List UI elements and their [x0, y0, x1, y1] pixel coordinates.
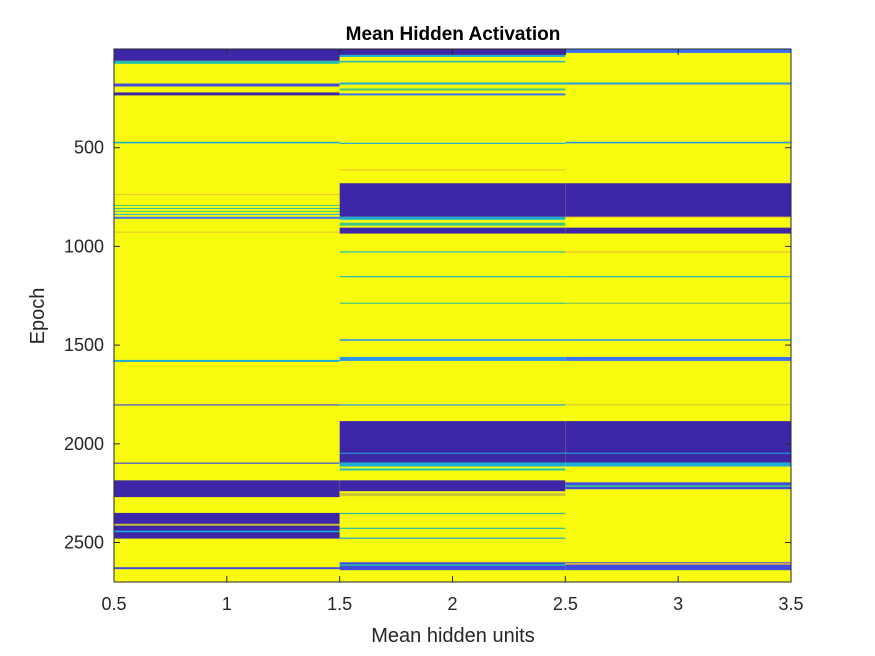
- x-axis-label: Mean hidden units: [371, 625, 534, 647]
- y-tick-label: 2500: [64, 533, 104, 553]
- heatmap-cell: [565, 563, 791, 565]
- heatmap-cell: [339, 452, 566, 454]
- heatmap-cell: [339, 88, 566, 91]
- heatmap-cell: [114, 523, 340, 526]
- x-tick-label: 0.5: [101, 594, 126, 614]
- heatmap-cell: [565, 216, 791, 218]
- heatmap-cell: [339, 82, 566, 85]
- heatmap-cell: [565, 404, 791, 406]
- heatmap-cell: [339, 183, 566, 217]
- heatmap-cell: [339, 60, 566, 63]
- heatmap-cell: [114, 216, 340, 219]
- heatmap-cell: [565, 339, 791, 341]
- y-axis-label: Epoch: [27, 288, 49, 345]
- heatmap-cell: [339, 421, 566, 463]
- heatmap-cell: [339, 480, 566, 492]
- heatmap-cell: [114, 141, 340, 144]
- heatmap-cell: [339, 302, 566, 304]
- heatmap-cell: [339, 527, 566, 529]
- heatmap-cell: [114, 194, 340, 196]
- heatmap-cell: [339, 276, 566, 278]
- plot-area: [113, 48, 792, 583]
- heatmap-cell: [339, 222, 566, 226]
- heatmap-cell: [565, 452, 791, 454]
- x-tick-label: 1: [222, 594, 232, 614]
- heatmap-cell: [565, 276, 791, 278]
- heatmap-cell: [339, 512, 566, 515]
- x-tick-label: 3: [673, 594, 683, 614]
- heatmap-cell: [114, 359, 340, 362]
- heatmap-cell: [565, 485, 791, 487]
- x-tick-label: 1.5: [327, 594, 352, 614]
- heatmap-cells: [114, 49, 791, 582]
- heatmap-cell: [339, 93, 566, 96]
- heatmap-cell: [339, 404, 566, 406]
- heatmap-cell: [339, 142, 566, 144]
- heatmap-cell: [565, 251, 791, 253]
- heatmap-cell: [114, 213, 340, 215]
- heatmap-cell: [565, 227, 791, 234]
- heatmap-cell: [339, 468, 566, 471]
- chart-title: Mean Hidden Activation: [346, 24, 561, 45]
- heatmap-cell: [114, 204, 340, 206]
- heatmap-cell: [565, 562, 791, 571]
- heatmap-column-1: [114, 49, 340, 582]
- heatmap-cell: [565, 302, 791, 304]
- heatmap-cell: [339, 562, 566, 571]
- heatmap-cell: [565, 82, 791, 85]
- heatmap-cell: [339, 54, 566, 57]
- heatmap-cell: [114, 60, 340, 64]
- y-tick-label: 1000: [64, 236, 104, 256]
- x-axis: 0.5 1 1.5 2 2.5 3 3.5: [101, 49, 804, 614]
- heatmap-cell: [114, 480, 340, 498]
- x-tick-label: 2.5: [553, 594, 578, 614]
- y-tick-label: 2000: [64, 434, 104, 454]
- heatmap-cell: [114, 530, 340, 533]
- heatmap-cell: [114, 207, 340, 209]
- heatmap-cell: [339, 537, 566, 539]
- heatmap-cell: [339, 564, 566, 566]
- heatmap-cell: [565, 462, 791, 467]
- heatmap-cell: [565, 356, 791, 361]
- heatmap-cell: [339, 227, 566, 234]
- heatmap-cell: [565, 141, 791, 144]
- heatmap-cell: [565, 421, 791, 463]
- heatmap-cell: [339, 251, 566, 253]
- heatmap-cell: [339, 356, 566, 361]
- heatmap-cell: [565, 183, 791, 217]
- heatmap-column-3: [565, 49, 791, 582]
- heatmap-cell: [339, 462, 566, 467]
- heatmap-cell: [114, 83, 340, 87]
- y-axis: 500 1000 1500 2000 2500: [64, 138, 791, 553]
- heatmap-cell: [114, 231, 340, 233]
- heatmap-column-2: [339, 49, 566, 582]
- heatmap-cell: [339, 216, 566, 220]
- x-tick-label: 3.5: [778, 594, 803, 614]
- heatmap-cell: [114, 404, 340, 406]
- heatmap-cell: [114, 462, 340, 464]
- x-tick-label: 2: [447, 594, 457, 614]
- heatmap-cell: [114, 567, 340, 570]
- heatmap-cell: [339, 339, 566, 341]
- y-tick-label: 500: [74, 138, 104, 158]
- heatmap-cell: [114, 210, 340, 212]
- heatmap-cell: [339, 169, 566, 171]
- y-tick-label: 1500: [64, 335, 104, 355]
- heatmap-cell: [114, 92, 340, 96]
- heatmap-cell: [339, 493, 566, 497]
